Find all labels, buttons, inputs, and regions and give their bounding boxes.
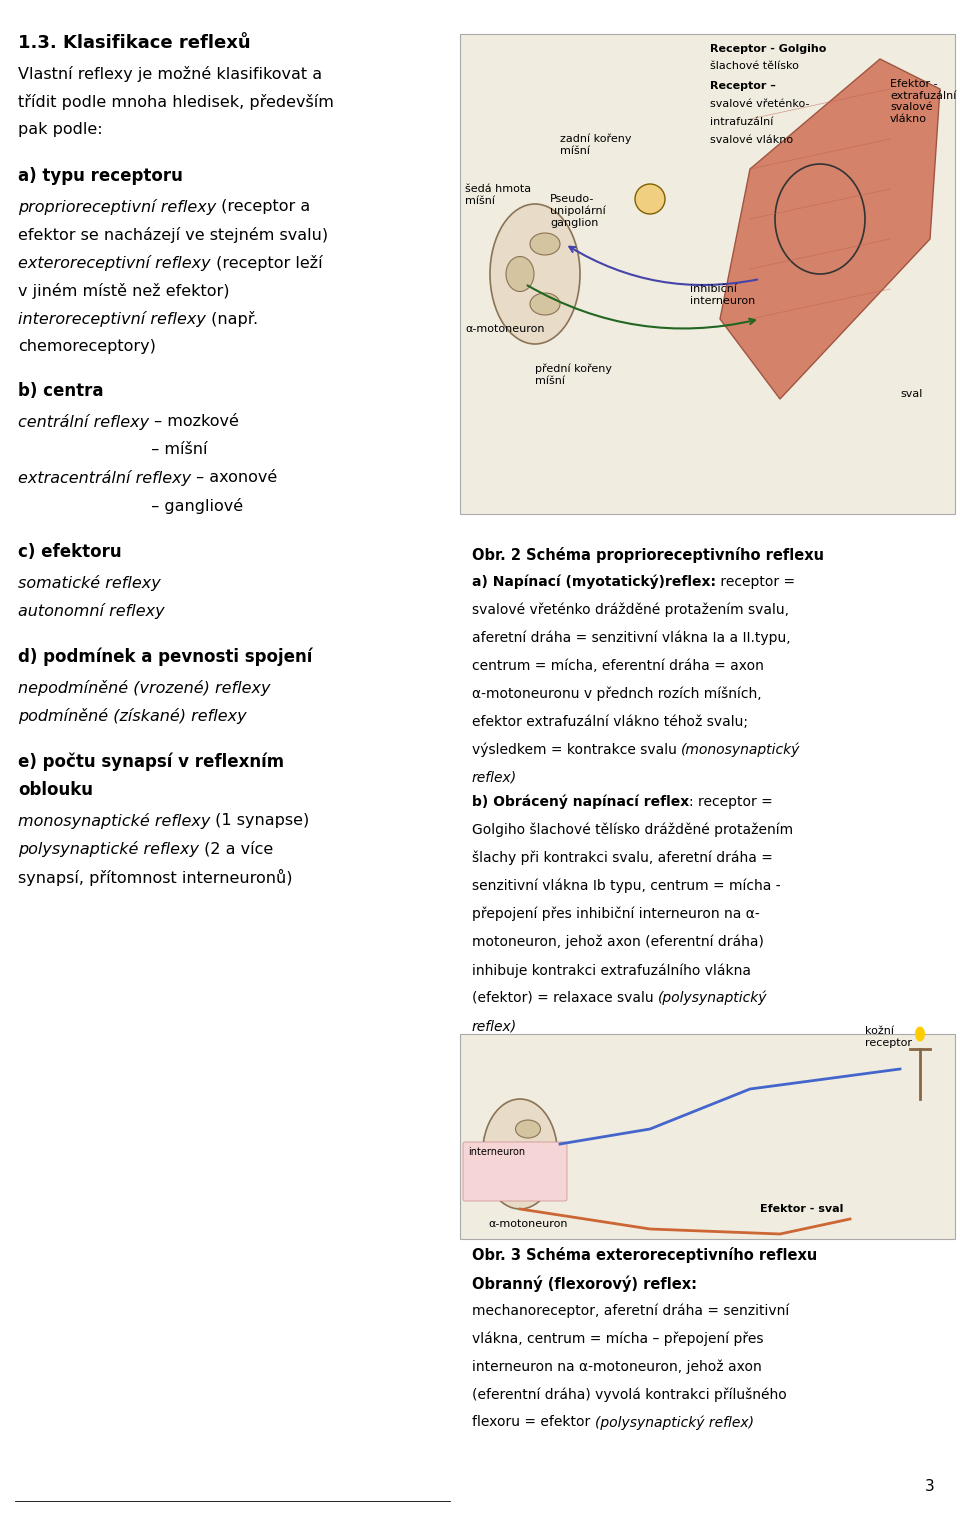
Text: reflex): reflex) bbox=[472, 1019, 517, 1033]
Text: Efektor - sval: Efektor - sval bbox=[760, 1205, 844, 1214]
Text: svalové vlákno: svalové vlákno bbox=[710, 135, 793, 144]
Text: α-motoneuron: α-motoneuron bbox=[488, 1220, 567, 1229]
Text: efektor se nacházejí ve stejném svalu): efektor se nacházejí ve stejném svalu) bbox=[18, 226, 328, 243]
Ellipse shape bbox=[516, 1170, 540, 1188]
Text: intrafuzální: intrafuzální bbox=[710, 117, 774, 128]
Text: aferetní dráha = senzitivní vlákna Ia a II.typu,: aferetní dráha = senzitivní vlákna Ia a … bbox=[472, 630, 791, 646]
Ellipse shape bbox=[506, 257, 534, 292]
Text: 3: 3 bbox=[925, 1480, 935, 1495]
Text: interoreceptivní reflexy: interoreceptivní reflexy bbox=[18, 311, 205, 327]
FancyBboxPatch shape bbox=[463, 1142, 567, 1202]
Polygon shape bbox=[720, 59, 940, 399]
Text: přední kořeny
míšní: přední kořeny míšní bbox=[535, 365, 612, 386]
Ellipse shape bbox=[516, 1120, 540, 1138]
Text: polysynaptické reflexy: polysynaptické reflexy bbox=[18, 842, 199, 857]
Text: inhibiční
interneuron: inhibiční interneuron bbox=[690, 284, 756, 305]
Text: chemoreceptory): chemoreceptory) bbox=[18, 339, 156, 354]
Text: kožní
receptor: kožní receptor bbox=[865, 1027, 912, 1048]
Text: – gangliové: – gangliové bbox=[18, 498, 243, 513]
Text: Pseudo-
unipolární
ganglion: Pseudo- unipolární ganglion bbox=[550, 194, 606, 228]
Text: (monosynaptický: (monosynaptický bbox=[682, 743, 801, 758]
Text: Obr. 3 Schéma exteroreceptivního reflexu: Obr. 3 Schéma exteroreceptivního reflexu bbox=[472, 1247, 817, 1262]
Text: (receptor a: (receptor a bbox=[216, 199, 310, 214]
Text: receptor =: receptor = bbox=[716, 576, 795, 589]
Text: šlachové tělísko: šlachové tělísko bbox=[710, 61, 799, 71]
Text: (efektor) = relaxace svalu: (efektor) = relaxace svalu bbox=[472, 990, 658, 1006]
Text: třídit podle mnoha hledisek, především: třídit podle mnoha hledisek, především bbox=[18, 94, 334, 109]
Text: Vlastní reflexy je možné klasifikovat a: Vlastní reflexy je možné klasifikovat a bbox=[18, 65, 323, 82]
Text: exteroreceptivní reflexy: exteroreceptivní reflexy bbox=[18, 255, 210, 270]
Text: pak podle:: pak podle: bbox=[18, 122, 103, 137]
Text: extracentrální reflexy: extracentrální reflexy bbox=[18, 469, 191, 486]
Text: monosynaptické reflexy: monosynaptické reflexy bbox=[18, 813, 210, 829]
Text: šedá hmota
míšní: šedá hmota míšní bbox=[465, 184, 531, 205]
Text: senzitivní vlákna Ib typu, centrum = mícha -: senzitivní vlákna Ib typu, centrum = míc… bbox=[472, 880, 780, 893]
Text: α-motoneuron: α-motoneuron bbox=[465, 324, 544, 334]
Text: výsledkem = kontrakce svalu: výsledkem = kontrakce svalu bbox=[472, 743, 682, 758]
Text: c) efektoru: c) efektoru bbox=[18, 542, 122, 561]
Text: synapsí, přítomnost interneuronů): synapsí, přítomnost interneuronů) bbox=[18, 869, 293, 886]
Text: (receptor leží: (receptor leží bbox=[210, 255, 323, 270]
Text: mechanoreceptor, aferetní dráha = senzitivní: mechanoreceptor, aferetní dráha = senzit… bbox=[472, 1303, 789, 1317]
Text: sval: sval bbox=[900, 389, 923, 399]
Text: α-motoneuronu v přednch rozích míšních,: α-motoneuronu v přednch rozích míšních, bbox=[472, 687, 761, 702]
Text: proprioreceptivní reflexy: proprioreceptivní reflexy bbox=[18, 199, 216, 216]
Text: – mozkové: – mozkové bbox=[149, 415, 239, 428]
Text: svalové vřeténko drážděné protažením svalu,: svalové vřeténko drážděné protažením sva… bbox=[472, 603, 789, 618]
Text: centrální reflexy: centrální reflexy bbox=[18, 415, 149, 430]
Text: Receptor –: Receptor – bbox=[710, 81, 776, 91]
Text: a) Napínací (myotatický)reflex:: a) Napínací (myotatický)reflex: bbox=[472, 576, 716, 589]
Ellipse shape bbox=[530, 293, 560, 314]
FancyBboxPatch shape bbox=[460, 1034, 955, 1240]
Ellipse shape bbox=[490, 204, 580, 343]
Text: (polysynaptický reflex): (polysynaptický reflex) bbox=[594, 1416, 754, 1429]
Text: centrum = mícha, eferentní dráha = axon: centrum = mícha, eferentní dráha = axon bbox=[472, 659, 764, 673]
Text: interneuron na α-motoneuron, jehož axon: interneuron na α-motoneuron, jehož axon bbox=[472, 1360, 761, 1373]
Text: Efektor -
extrafuzální
svalové
vlákno: Efektor - extrafuzální svalové vlákno bbox=[890, 79, 956, 125]
Ellipse shape bbox=[483, 1100, 558, 1209]
Text: e) počtu synapsí v reflexním: e) počtu synapsí v reflexním bbox=[18, 753, 284, 772]
Text: interneuron: interneuron bbox=[468, 1147, 525, 1157]
Ellipse shape bbox=[915, 1027, 925, 1042]
Text: podmíněné (získané) reflexy: podmíněné (získané) reflexy bbox=[18, 708, 247, 725]
Text: autonomní reflexy: autonomní reflexy bbox=[18, 603, 164, 620]
Text: – axonové: – axonové bbox=[191, 469, 277, 485]
Text: (polysynaptický: (polysynaptický bbox=[658, 990, 767, 1006]
Text: Receptor - Golgiho: Receptor - Golgiho bbox=[710, 44, 827, 55]
Text: zadní kořeny
míšní: zadní kořeny míšní bbox=[560, 134, 632, 156]
Text: oblouku: oblouku bbox=[18, 781, 93, 799]
Text: šlachy při kontrakci svalu, aferetní dráha =: šlachy při kontrakci svalu, aferetní drá… bbox=[472, 851, 773, 866]
Text: (eferentní dráha) vyvolá kontrakci přílušného: (eferentní dráha) vyvolá kontrakci přílu… bbox=[472, 1387, 787, 1402]
Text: efektor extrafuzální vlákno téhož svalu;: efektor extrafuzální vlákno téhož svalu; bbox=[472, 715, 748, 729]
Text: a) typu receptoru: a) typu receptoru bbox=[18, 167, 182, 185]
Ellipse shape bbox=[530, 232, 560, 255]
Text: inhibuje kontrakci extrafuzálního vlákna: inhibuje kontrakci extrafuzálního vlákna bbox=[472, 963, 751, 978]
Text: nepodmíněné (vrozené) reflexy: nepodmíněné (vrozené) reflexy bbox=[18, 681, 271, 696]
Text: : receptor =: : receptor = bbox=[689, 794, 773, 810]
Text: – míšní: – míšní bbox=[18, 442, 207, 457]
FancyBboxPatch shape bbox=[460, 33, 955, 513]
Text: (např.: (např. bbox=[205, 311, 258, 327]
Text: somatické reflexy: somatické reflexy bbox=[18, 576, 160, 591]
Text: v jiném místě než efektor): v jiném místě než efektor) bbox=[18, 283, 229, 299]
Circle shape bbox=[635, 184, 665, 214]
Text: (2 a více: (2 a více bbox=[199, 842, 274, 857]
Text: reflex): reflex) bbox=[472, 772, 517, 785]
Text: Obr. 2 Schéma proprioreceptivního reflexu: Obr. 2 Schéma proprioreceptivního reflex… bbox=[472, 547, 824, 564]
Text: b) Obrácený napínací reflex: b) Obrácený napínací reflex bbox=[472, 794, 689, 810]
Text: d) podmínek a pevnosti spojení: d) podmínek a pevnosti spojení bbox=[18, 649, 312, 667]
Text: vlákna, centrum = mícha – přepojení přes: vlákna, centrum = mícha – přepojení přes bbox=[472, 1331, 763, 1346]
Text: 1.3. Klasifikace reflexů: 1.3. Klasifikace reflexů bbox=[18, 33, 251, 52]
Text: Obranný (flexorový) reflex:: Obranný (flexorový) reflex: bbox=[472, 1274, 697, 1291]
Text: b) centra: b) centra bbox=[18, 381, 104, 399]
Text: flexoru = efektor: flexoru = efektor bbox=[472, 1416, 594, 1429]
Text: svalové vřeténko-: svalové vřeténko- bbox=[710, 99, 809, 109]
Text: motoneuron, jehož axon (eferentní dráha): motoneuron, jehož axon (eferentní dráha) bbox=[472, 936, 764, 949]
Text: Golgiho šlachové tělísko drážděné protažením: Golgiho šlachové tělísko drážděné protaž… bbox=[472, 823, 793, 837]
Text: přepojení přes inhibiční interneuron na α-: přepojení přes inhibiční interneuron na … bbox=[472, 907, 759, 922]
Text: (1 synapse): (1 synapse) bbox=[210, 813, 310, 828]
